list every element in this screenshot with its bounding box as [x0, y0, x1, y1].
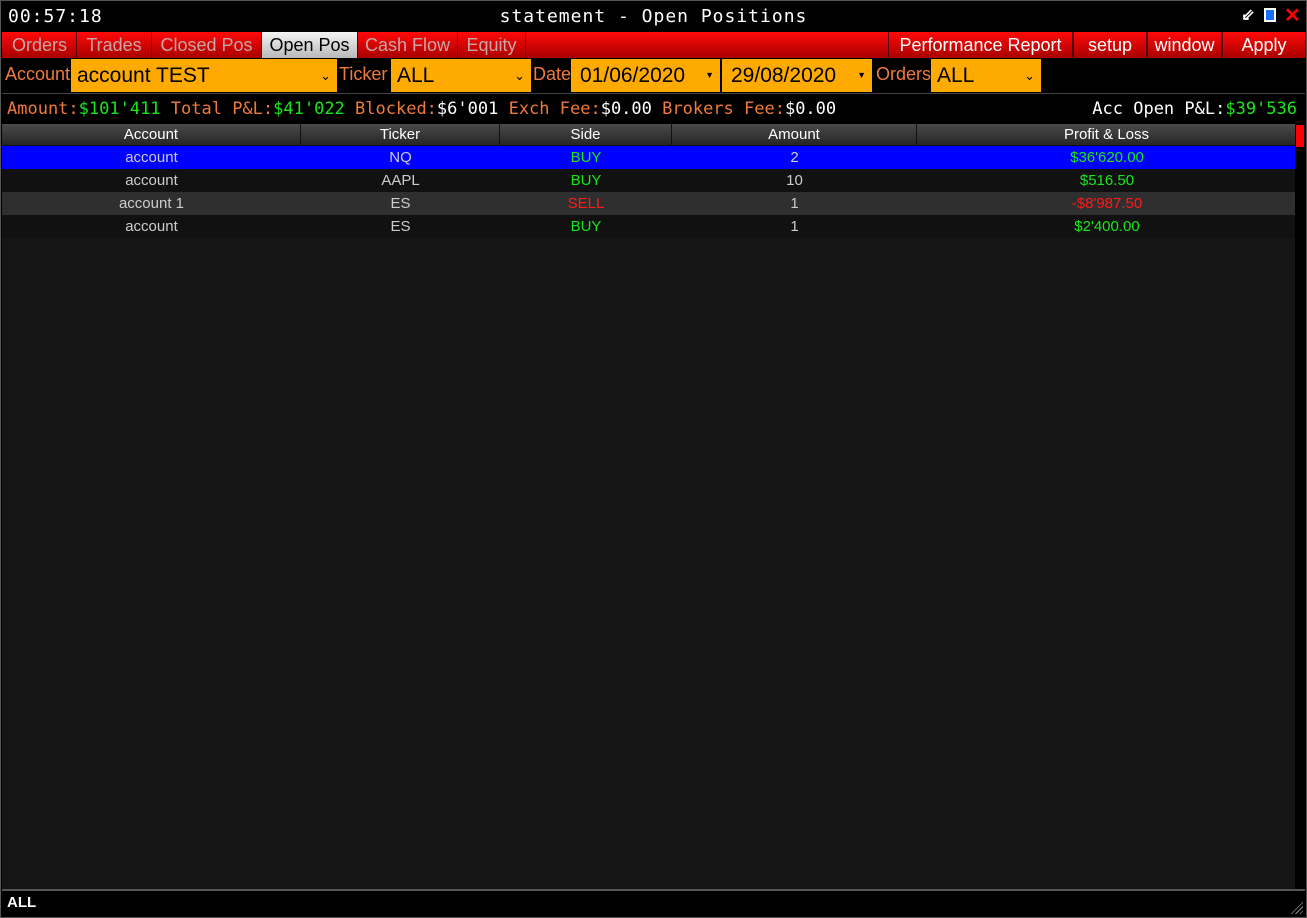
cell-amount: 1	[790, 195, 799, 212]
acc-open-pnl-label: Acc Open P&L:	[1092, 99, 1226, 119]
orders-value: ALL	[937, 64, 975, 87]
date-from-picker[interactable]: 01/06/2020 ▼	[571, 59, 720, 92]
cell-side: BUY	[570, 218, 602, 235]
tab-closed-pos[interactable]: Closed Pos	[152, 32, 262, 58]
cell-amount: 1	[790, 218, 799, 235]
column-header-account[interactable]: Account	[2, 124, 301, 145]
apply-button[interactable]: Apply	[1222, 32, 1306, 58]
scrollbar-thumb[interactable]	[1296, 125, 1304, 147]
table-row[interactable]: account 1 ES SELL 1 -$8'987.50	[2, 192, 1297, 215]
cell-account: account 1	[118, 195, 185, 212]
date-label: Date	[533, 64, 572, 84]
tab-orders[interactable]: Orders	[3, 32, 77, 58]
table-row[interactable]: account NQ BUY 2 $36'620.00	[2, 146, 1297, 169]
table-row[interactable]: account ES BUY 1 $2'400.00	[2, 215, 1297, 238]
restore-icon[interactable]	[1262, 8, 1278, 24]
tab-bar: Orders Trades Closed Pos Open Pos Cash F…	[2, 32, 1306, 58]
table-header: Account Ticker Side Amount Profit & Loss	[2, 124, 1297, 146]
brokers-fee-label: Brokers Fee:	[651, 99, 785, 119]
cell-side: SELL	[567, 195, 605, 212]
close-icon[interactable]: ✕	[1284, 5, 1301, 27]
caret-down-icon: ▼	[705, 70, 714, 80]
cell-ticker: ES	[390, 195, 411, 212]
status-bar: ALL	[2, 889, 1305, 916]
acc-open-pnl-value: $39'536	[1225, 99, 1297, 119]
account-label: Account	[5, 64, 71, 84]
cell-pnl: $36'620.00	[1070, 149, 1144, 166]
chevron-down-icon: ⌄	[514, 68, 525, 83]
column-header-pnl[interactable]: Profit & Loss	[917, 124, 1297, 145]
performance-report-button[interactable]: Performance Report	[888, 32, 1073, 58]
cell-amount: 2	[790, 149, 799, 166]
chevron-down-icon: ⌄	[320, 68, 331, 83]
amount-value: $101'411	[78, 99, 161, 119]
total-pnl-value: $41'022	[273, 99, 345, 119]
cell-amount: 10	[786, 172, 803, 189]
brokers-fee-value: $0.00	[784, 99, 837, 119]
column-header-amount[interactable]: Amount	[672, 124, 917, 145]
clock: 00:57:18	[8, 6, 103, 27]
account-value: account TEST	[77, 64, 210, 87]
exch-fee-label: Exch Fee:	[498, 99, 601, 119]
total-pnl-label: Total P&L:	[160, 99, 274, 119]
exch-fee-value: $0.00	[600, 99, 652, 119]
cell-account: account	[125, 172, 178, 189]
window-button[interactable]: window	[1147, 32, 1222, 58]
date-to-value: 29/08/2020	[731, 64, 837, 87]
account-select[interactable]: account TEST ⌄	[71, 59, 337, 92]
filter-bar: Account account TEST ⌄ Ticker ALL ⌄ Date 0…	[2, 58, 1305, 94]
table-row[interactable]: account AAPL BUY 10 $516.50	[2, 169, 1297, 192]
orders-select[interactable]: ALL ⌄	[931, 59, 1041, 92]
chevron-down-icon: ⌄	[1024, 68, 1035, 83]
scrollbar[interactable]	[1295, 124, 1305, 889]
column-header-side[interactable]: Side	[500, 124, 672, 145]
cell-ticker: NQ	[389, 149, 412, 166]
date-from-value: 01/06/2020	[580, 64, 686, 87]
window-title: statement - Open Positions	[499, 6, 808, 27]
blocked-value: $6'001	[436, 99, 499, 119]
orders-label: Orders	[876, 64, 932, 84]
tab-open-pos[interactable]: Open Pos	[262, 32, 358, 58]
ticker-value: ALL	[397, 64, 435, 87]
cell-account: account	[125, 218, 178, 235]
status-text: ALL	[7, 894, 37, 911]
cell-side: BUY	[570, 172, 602, 189]
minimize-icon[interactable]: ⇙	[1241, 7, 1255, 24]
cell-pnl: $2'400.00	[1074, 218, 1140, 235]
date-to-picker[interactable]: 29/08/2020 ▼	[722, 59, 872, 92]
title-bar[interactable]: 00:57:18 statement - Open Positions ⇙ ✕	[1, 1, 1306, 32]
cell-pnl: -$8'987.50	[1071, 195, 1143, 212]
amount-label: Amount:	[7, 99, 79, 119]
tab-equity[interactable]: Equity	[458, 32, 526, 58]
tab-trades[interactable]: Trades	[77, 32, 152, 58]
resize-grip-icon[interactable]	[1289, 900, 1303, 914]
caret-down-icon: ▼	[857, 70, 866, 80]
cell-side: BUY	[570, 149, 602, 166]
ticker-label: Ticker	[339, 64, 388, 84]
setup-button[interactable]: setup	[1073, 32, 1147, 58]
blocked-label: Blocked:	[344, 99, 437, 119]
ticker-select[interactable]: ALL ⌄	[391, 59, 531, 92]
column-header-ticker[interactable]: Ticker	[301, 124, 500, 145]
cell-ticker: ES	[390, 218, 411, 235]
cell-ticker: AAPL	[381, 172, 420, 189]
stats-bar: Amount: $101'411 Total P&L: $41'022 Blocke…	[2, 95, 1305, 123]
cell-account: account	[125, 149, 178, 166]
tab-cash-flow[interactable]: Cash Flow	[358, 32, 458, 58]
positions-table: Account Ticker Side Amount Profit & Loss…	[2, 124, 1297, 889]
cell-pnl: $516.50	[1079, 172, 1135, 189]
